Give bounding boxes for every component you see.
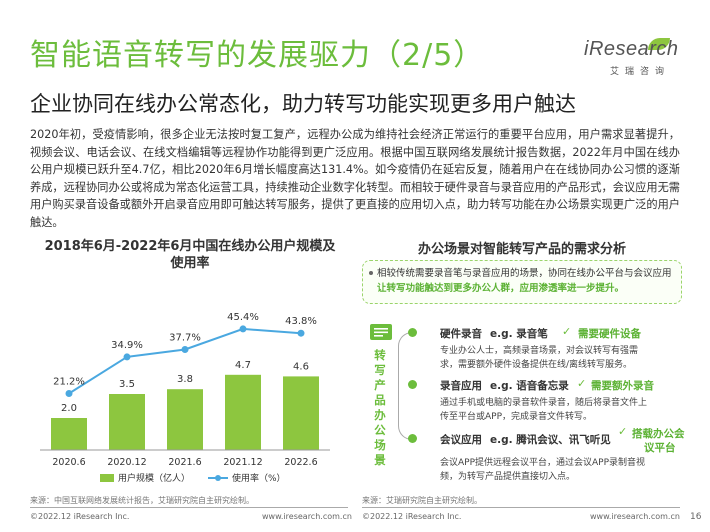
item-desc-app: 通过手机或电脑的录音软件录音，随后将录音文件上传至平台或APP，完成录音文件转写… <box>440 398 648 422</box>
footer-copyright-left: ©2022.12 iResearch Inc. <box>30 512 130 521</box>
line-data-label: 43.8% <box>285 316 317 327</box>
bar-data-label: 3.8 <box>177 374 193 385</box>
page-subtitle: 企业协同在线办公常态化，助力转写功能实现更多用户触达 <box>30 92 576 116</box>
item-head-hardware: 硬件录音 e.g. 录音笔 <box>440 326 548 341</box>
item-dot-icon <box>408 434 417 443</box>
x-tick-label: 2021.6 <box>168 457 201 468</box>
bar <box>109 394 145 450</box>
scene-icon <box>370 324 392 340</box>
bar-data-label: 4.6 <box>293 361 309 372</box>
summary-box: 相较传统需要录音笔与录音应用的场景，协同在线办公平台与会议应用让转写功能触达到更… <box>362 260 682 304</box>
line-data-label: 37.7% <box>169 332 201 343</box>
bar-line-chart: 2.0 2020.6 3.5 2020.12 3.8 2021.6 4.7 2021.12 4.… <box>40 312 330 484</box>
x-tick-label: 2020.12 <box>107 457 146 468</box>
item-head-app: 录音应用 e.g. 语音备忘录 <box>440 378 569 393</box>
line-point <box>239 325 247 333</box>
item-head-label: 会议应用 <box>440 434 482 446</box>
x-tick-label: 2022.6 <box>284 457 317 468</box>
bar-data-label: 3.5 <box>119 379 135 390</box>
item-example: e.g. 腾讯会议、讯飞听见 <box>490 434 611 446</box>
page-title: 智能语音转写的发展驱力（2/5） <box>30 38 485 73</box>
footer-divider-right <box>362 507 680 508</box>
line-point <box>181 345 189 353</box>
item-example: e.g. 录音笔 <box>490 328 548 340</box>
bar <box>167 389 203 450</box>
legend-label-line: 使用率（%） <box>232 472 286 484</box>
line-data-label: 34.9% <box>111 340 143 351</box>
bar-data-label: 2.0 <box>61 403 77 414</box>
item-head-label: 硬件录音 <box>440 328 482 340</box>
item-tag-meeting-1: 搭载办公会 <box>632 428 685 440</box>
item-tag-hardware: 需要硬件设备 <box>578 328 641 340</box>
item-desc-hardware: 专业办公人士，高频录音场景，对会议转写有强需求，需要额外硬件设备提供在线/离线转… <box>440 346 639 370</box>
footer-divider-left <box>30 507 348 508</box>
x-tick-label: 2021.12 <box>223 457 262 468</box>
right-panel-title: 办公场景对智能转写产品的需求分析 <box>417 242 626 257</box>
source-left: 来源：中国互联网络发展统计报告，艾瑞研究院自主研究绘制。 <box>30 496 254 505</box>
bar <box>225 374 261 450</box>
line-data-label: 21.2% <box>53 376 85 387</box>
legend-marker-line <box>215 475 221 481</box>
legend-swatch-bar <box>100 474 114 482</box>
item-head-label: 录音应用 <box>440 380 482 392</box>
logo-leaf-icon <box>648 38 670 50</box>
check-icon: ✓ <box>562 325 572 338</box>
line-point <box>297 329 305 337</box>
check-icon: ✓ <box>618 425 628 438</box>
item-dot-icon <box>408 328 417 337</box>
summary-text: 相较传统需要录音笔与录音应用的场景，协同在线办公平台与会议应用让转写功能触达到更… <box>377 266 675 296</box>
footer-url-left[interactable]: www.iresearch.com.cn <box>262 512 352 521</box>
footer-copyright-right: ©2022.12 iResearch Inc. <box>362 512 462 521</box>
line-point <box>123 353 131 361</box>
line-point <box>65 389 73 397</box>
check-icon: ✓ <box>577 377 587 390</box>
body-paragraph: 2020年初，受疫情影响，很多企业无法按时复工复产，远程办公成为维持社会经济正常… <box>30 128 680 229</box>
legend-label-bar: 用户规模（亿人） <box>118 472 190 484</box>
line-data-label: 45.4% <box>227 312 259 323</box>
item-tag-meeting-2: 议平台 <box>644 442 676 454</box>
logo-subtitle: 艾瑞咨询 <box>610 67 671 77</box>
item-example: e.g. 语音备忘录 <box>490 380 569 392</box>
item-dot-icon <box>408 380 417 389</box>
item-desc-meeting: 会议APP提供远程会议平台，通过会议APP录制音视频，为转写产品提供直接切入点。 <box>440 458 646 482</box>
logo-brand: iResearch <box>584 38 679 60</box>
item-head-meeting: 会议应用 e.g. 腾讯会议、讯飞听见 <box>440 432 611 447</box>
bar-data-label: 4.7 <box>235 360 251 371</box>
bar <box>283 376 319 450</box>
x-tick-label: 2020.6 <box>52 457 85 468</box>
summary-highlight: 让转写功能触达到更多办公人群，应用渗透率进一步提升。 <box>377 283 625 294</box>
footer-url-right[interactable]: www.iresearch.com.cn <box>590 512 680 521</box>
bar <box>51 418 87 450</box>
vertical-label: 转写产品办公场景 <box>374 348 386 467</box>
iresearch-logo: iResearch 艾瑞咨询 <box>584 38 680 84</box>
bullet-icon <box>369 271 373 275</box>
source-right: 来源：艾瑞研究院自主研究绘制。 <box>362 496 482 505</box>
chart-title: 2018年6月-2022年6月中国在线办公用户规模及使用率 <box>44 239 336 271</box>
summary-normal: 相较传统需要录音笔与录音应用的场景，协同在线办公平台与会议应用 <box>377 268 672 279</box>
page-number: 16 <box>690 512 702 522</box>
item-tag-app: 需要额外录音 <box>591 380 654 392</box>
